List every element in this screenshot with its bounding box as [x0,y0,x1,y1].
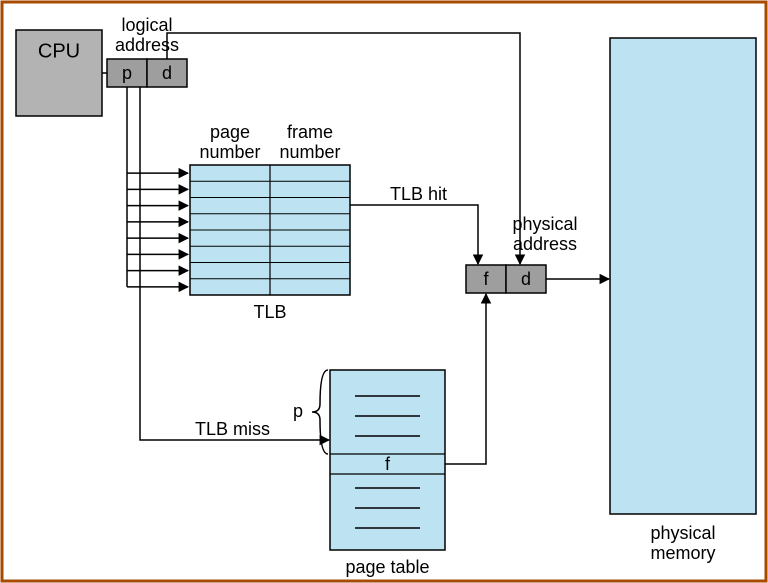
arrow-tlb-hit [350,205,478,264]
tlb-header-frame-2: number [279,142,340,162]
brace-p-label: p [293,401,303,421]
arrow-pagetable-to-f [445,294,486,464]
logical-address-label-1: logical [121,15,172,35]
tlb-miss-label: TLB miss [195,419,270,439]
physical-address-label-1: physical [512,214,577,234]
logical-address-p-text: p [122,63,132,83]
physical-address-d-text: d [521,269,531,289]
page-table-label: page table [345,557,429,577]
tlb-header-page-2: number [199,142,260,162]
tlb-header-frame-1: frame [287,122,333,142]
logical-address-d-text: d [162,63,172,83]
tlb-hit-label: TLB hit [390,184,447,204]
physical-memory-box [610,38,756,514]
physical-memory-label-1: physical [650,523,715,543]
tlb-header-page-1: page [210,122,250,142]
tlb-label: TLB [253,302,286,322]
logical-address-label-2: address [115,35,179,55]
cpu-label: CPU [38,40,80,62]
brace-p [312,370,328,454]
physical-memory-label-2: memory [650,543,715,563]
physical-address-label-2: address [513,234,577,254]
